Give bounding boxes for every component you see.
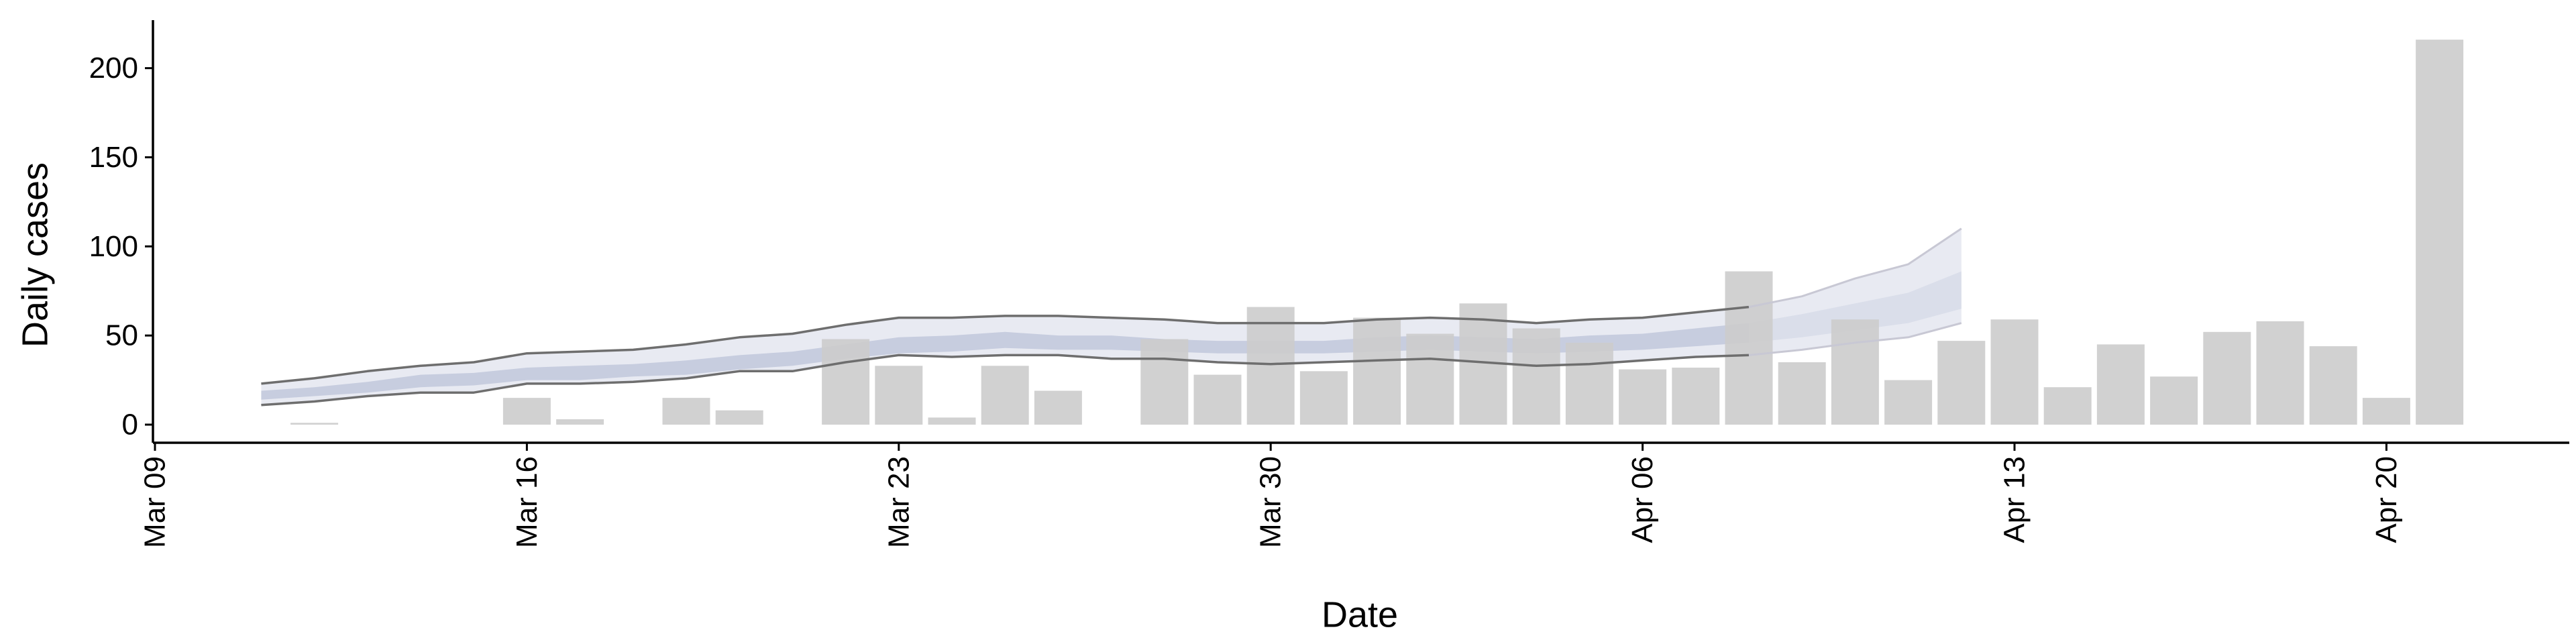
upper-bound-line <box>261 305 1750 385</box>
daily-cases-bar <box>2096 344 2145 425</box>
daily-cases-bar <box>1725 271 1773 425</box>
daily-cases-bar <box>1937 341 1986 425</box>
lower-bound-line <box>261 354 1750 407</box>
daily-cases-bar <box>1299 371 1348 425</box>
x-tick-label: Mar 30 <box>1254 456 1287 548</box>
daily-cases-bar <box>556 419 604 425</box>
daily-cases-bar <box>1512 328 1560 425</box>
daily-cases-bar <box>2256 321 2304 425</box>
daily-cases-bar <box>822 339 870 425</box>
upper-bound-line-extension <box>1748 227 1962 309</box>
y-tick-label: 200 <box>89 52 138 85</box>
daily-cases-bar <box>1406 333 1454 425</box>
daily-cases-bar <box>1831 319 1879 425</box>
daily-cases-bar <box>1353 317 1401 425</box>
x-axis-title: Date <box>1322 594 1398 635</box>
daily-cases-bar <box>715 410 763 425</box>
daily-cases-bar <box>875 366 923 425</box>
daily-cases-bar <box>290 423 339 425</box>
x-tick-label: Mar 16 <box>511 456 543 548</box>
y-axis-title: Daily cases <box>15 162 55 347</box>
daily-cases-bar <box>2150 376 2198 425</box>
daily-cases-bar <box>662 398 710 425</box>
x-tick-label: Apr 06 <box>1626 456 1659 543</box>
daily-cases-bar <box>2309 346 2357 425</box>
daily-cases-bar <box>1140 339 1189 425</box>
daily-cases-bar <box>2043 387 2092 425</box>
x-tick-label: Apr 13 <box>1998 456 2031 543</box>
daily-cases-bar <box>2362 398 2410 425</box>
y-tick-label: 150 <box>89 141 138 174</box>
daily-cases-bar <box>502 398 551 425</box>
lower-bound-line-extension <box>1748 322 1962 356</box>
x-tick-label: Mar 09 <box>139 456 172 548</box>
plot-area <box>261 40 2464 425</box>
daily-cases-bar <box>1990 319 2039 425</box>
daily-cases-bar <box>1619 369 1667 425</box>
x-tick-label: Apr 20 <box>2370 456 2403 543</box>
daily-cases-bar <box>1884 380 1933 425</box>
daily-cases-bar <box>2416 40 2464 425</box>
daily-cases-bar <box>1246 307 1295 425</box>
daily-cases-bar <box>981 366 1029 425</box>
y-tick-label: 0 <box>122 409 138 441</box>
daily-cases-bar <box>1672 368 1720 425</box>
x-tick-label: Mar 23 <box>882 456 915 548</box>
estimate-band-inner-extension <box>1749 271 1962 343</box>
daily-cases-bar <box>2203 331 2251 425</box>
axes: 0 50 100 150 200 Mar 09 Mar 16 Mar 23 Mar 30 Apr … <box>89 20 2569 548</box>
daily-cases-bar <box>1034 390 1082 425</box>
y-tick-label: 50 <box>105 319 138 352</box>
daily-cases-bar <box>1193 374 1242 425</box>
daily-cases-bar <box>1778 362 1826 425</box>
daily-cases-bar <box>928 417 976 425</box>
y-tick-label: 100 <box>89 230 138 263</box>
daily-cases-bar <box>1565 342 1613 425</box>
